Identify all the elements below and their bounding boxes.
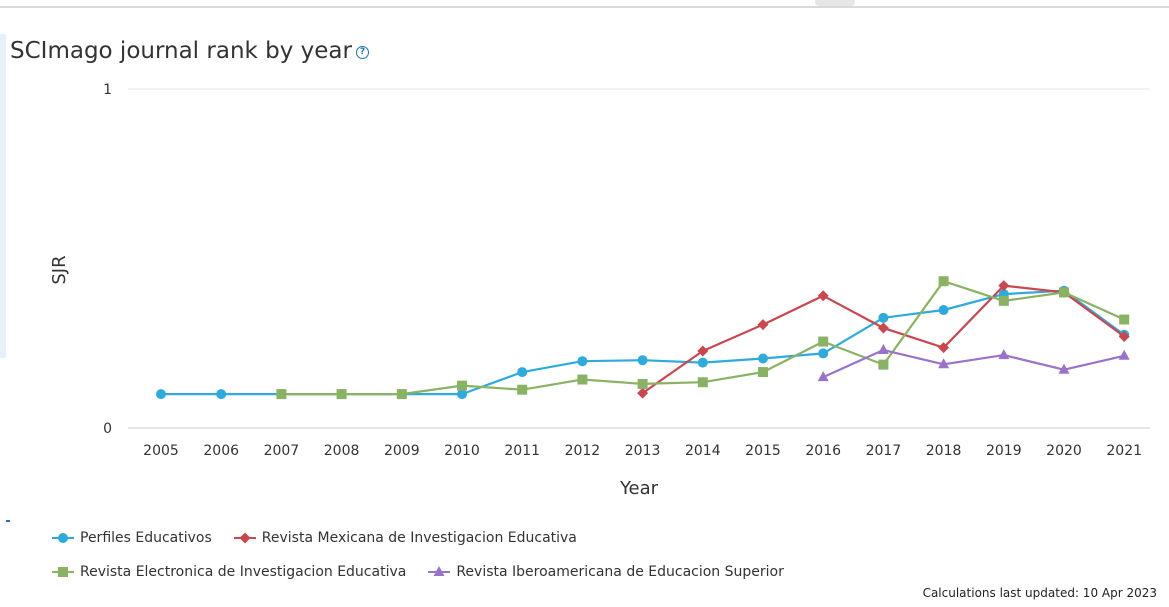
data-point (517, 384, 528, 395)
legend-symbol (52, 533, 74, 543)
left-panel-accent (0, 34, 6, 358)
x-tick-label: 2005 (143, 443, 179, 459)
sjr-line-chart: 0 1 2005 2006 2007 2008 2009 2010 2011 2012 2013 20… (49, 82, 1150, 499)
data-point (276, 389, 287, 400)
x-tick-label: 2021 (1106, 443, 1142, 459)
series-line (161, 289, 1125, 396)
data-point (156, 389, 166, 400)
top-tab-edge (815, 0, 855, 6)
x-tick-label: 2017 (866, 443, 902, 459)
y-axis-title: SJR (49, 255, 70, 284)
data-point (938, 342, 950, 354)
legend-item[interactable]: Revista Mexicana de Investigacion Educat… (233, 530, 577, 546)
legend-marker (58, 567, 68, 577)
data-point (998, 280, 1010, 292)
x-tick-label: 2008 (324, 443, 360, 459)
data-point (336, 389, 347, 400)
left-marker (6, 520, 10, 522)
data-point (758, 353, 768, 364)
data-point (1058, 363, 1070, 374)
data-point (637, 387, 649, 399)
y-tick-label: 1 (103, 82, 112, 98)
series-revista-electronica-de-investigacion-educativa (276, 276, 1130, 400)
data-point (697, 345, 709, 357)
data-point (1118, 349, 1130, 360)
data-point (938, 276, 949, 287)
legend-item[interactable]: Perfiles Educativos (52, 530, 212, 546)
data-point (1118, 330, 1130, 342)
data-point (697, 357, 708, 368)
legend-symbol (233, 532, 256, 544)
data-point (577, 356, 588, 367)
data-point (757, 319, 769, 331)
data-point (818, 348, 829, 359)
data-point (457, 380, 467, 391)
data-point (938, 358, 950, 369)
data-point (457, 389, 467, 400)
data-point (517, 367, 528, 378)
series-line (281, 280, 1125, 396)
chart-title: SCImago journal rank by year? (10, 38, 369, 64)
data-point (877, 322, 889, 334)
x-tick-label: 2006 (203, 443, 239, 459)
legend-marker (239, 532, 251, 544)
legend-row-2: Revista Electronica de Investigacion Edu… (52, 564, 806, 580)
data-point (817, 290, 829, 302)
y-tick-label: 0 (103, 421, 112, 437)
data-point (878, 359, 889, 370)
data-point (758, 367, 768, 378)
x-tick-label: 2016 (805, 443, 841, 459)
help-circle-icon[interactable]: ? (355, 46, 369, 59)
data-point (1059, 287, 1069, 298)
data-point (697, 377, 708, 388)
x-tick-label: 2013 (625, 443, 661, 459)
legend-label: Revista Mexicana de Investigacion Educat… (261, 530, 577, 546)
legend-marker (58, 533, 68, 543)
calculation-footnote: Calculations last updated: 10 Apr 2023 (922, 586, 1157, 600)
x-tick-label: 2019 (986, 443, 1022, 459)
x-tick-label: 2007 (264, 443, 300, 459)
data-point (637, 355, 648, 366)
legend-label: Perfiles Educativos (80, 530, 212, 546)
legend-symbol (428, 566, 451, 576)
data-point (877, 344, 889, 355)
top-divider (0, 6, 1169, 8)
legend-item[interactable]: Revista Iberoamericana de Educacion Supe… (428, 564, 784, 580)
data-point (396, 389, 407, 400)
data-point (577, 374, 588, 385)
data-point (216, 389, 227, 400)
x-tick-label: 2015 (745, 443, 781, 459)
x-tick-label: 2010 (444, 443, 480, 459)
legend-marker (433, 566, 445, 576)
data-point (637, 378, 648, 389)
legend-row-1: Perfiles Educativos Revista Mexicana de I… (52, 530, 599, 546)
legend-item[interactable]: Revista Electronica de Investigacion Edu… (52, 564, 406, 580)
data-point (998, 349, 1010, 360)
x-tick-label: 2011 (504, 443, 540, 459)
chart-title-text: SCImago journal rank by year (10, 38, 352, 64)
data-point (1119, 314, 1130, 325)
data-point (878, 312, 889, 323)
series-line (641, 284, 1125, 395)
legend-label: Revista Electronica de Investigacion Edu… (80, 564, 407, 580)
data-point (818, 336, 829, 347)
x-tick-label: 2012 (565, 443, 601, 459)
x-tick-label: 2009 (384, 443, 420, 459)
data-point (938, 305, 949, 316)
x-tick-label: 2020 (1046, 443, 1082, 459)
legend-label: Revista Iberoamericana de Educacion Supe… (456, 564, 784, 580)
x-tick-label: 2014 (685, 443, 721, 459)
x-tick-label: 2018 (926, 443, 962, 459)
legend-symbol (52, 567, 74, 577)
data-point (998, 295, 1009, 306)
data-point (817, 371, 829, 382)
series-line (822, 348, 1125, 379)
x-axis-title: Year (619, 478, 659, 499)
series-revista-iberoamericana-de-educacion-superior (817, 344, 1130, 382)
